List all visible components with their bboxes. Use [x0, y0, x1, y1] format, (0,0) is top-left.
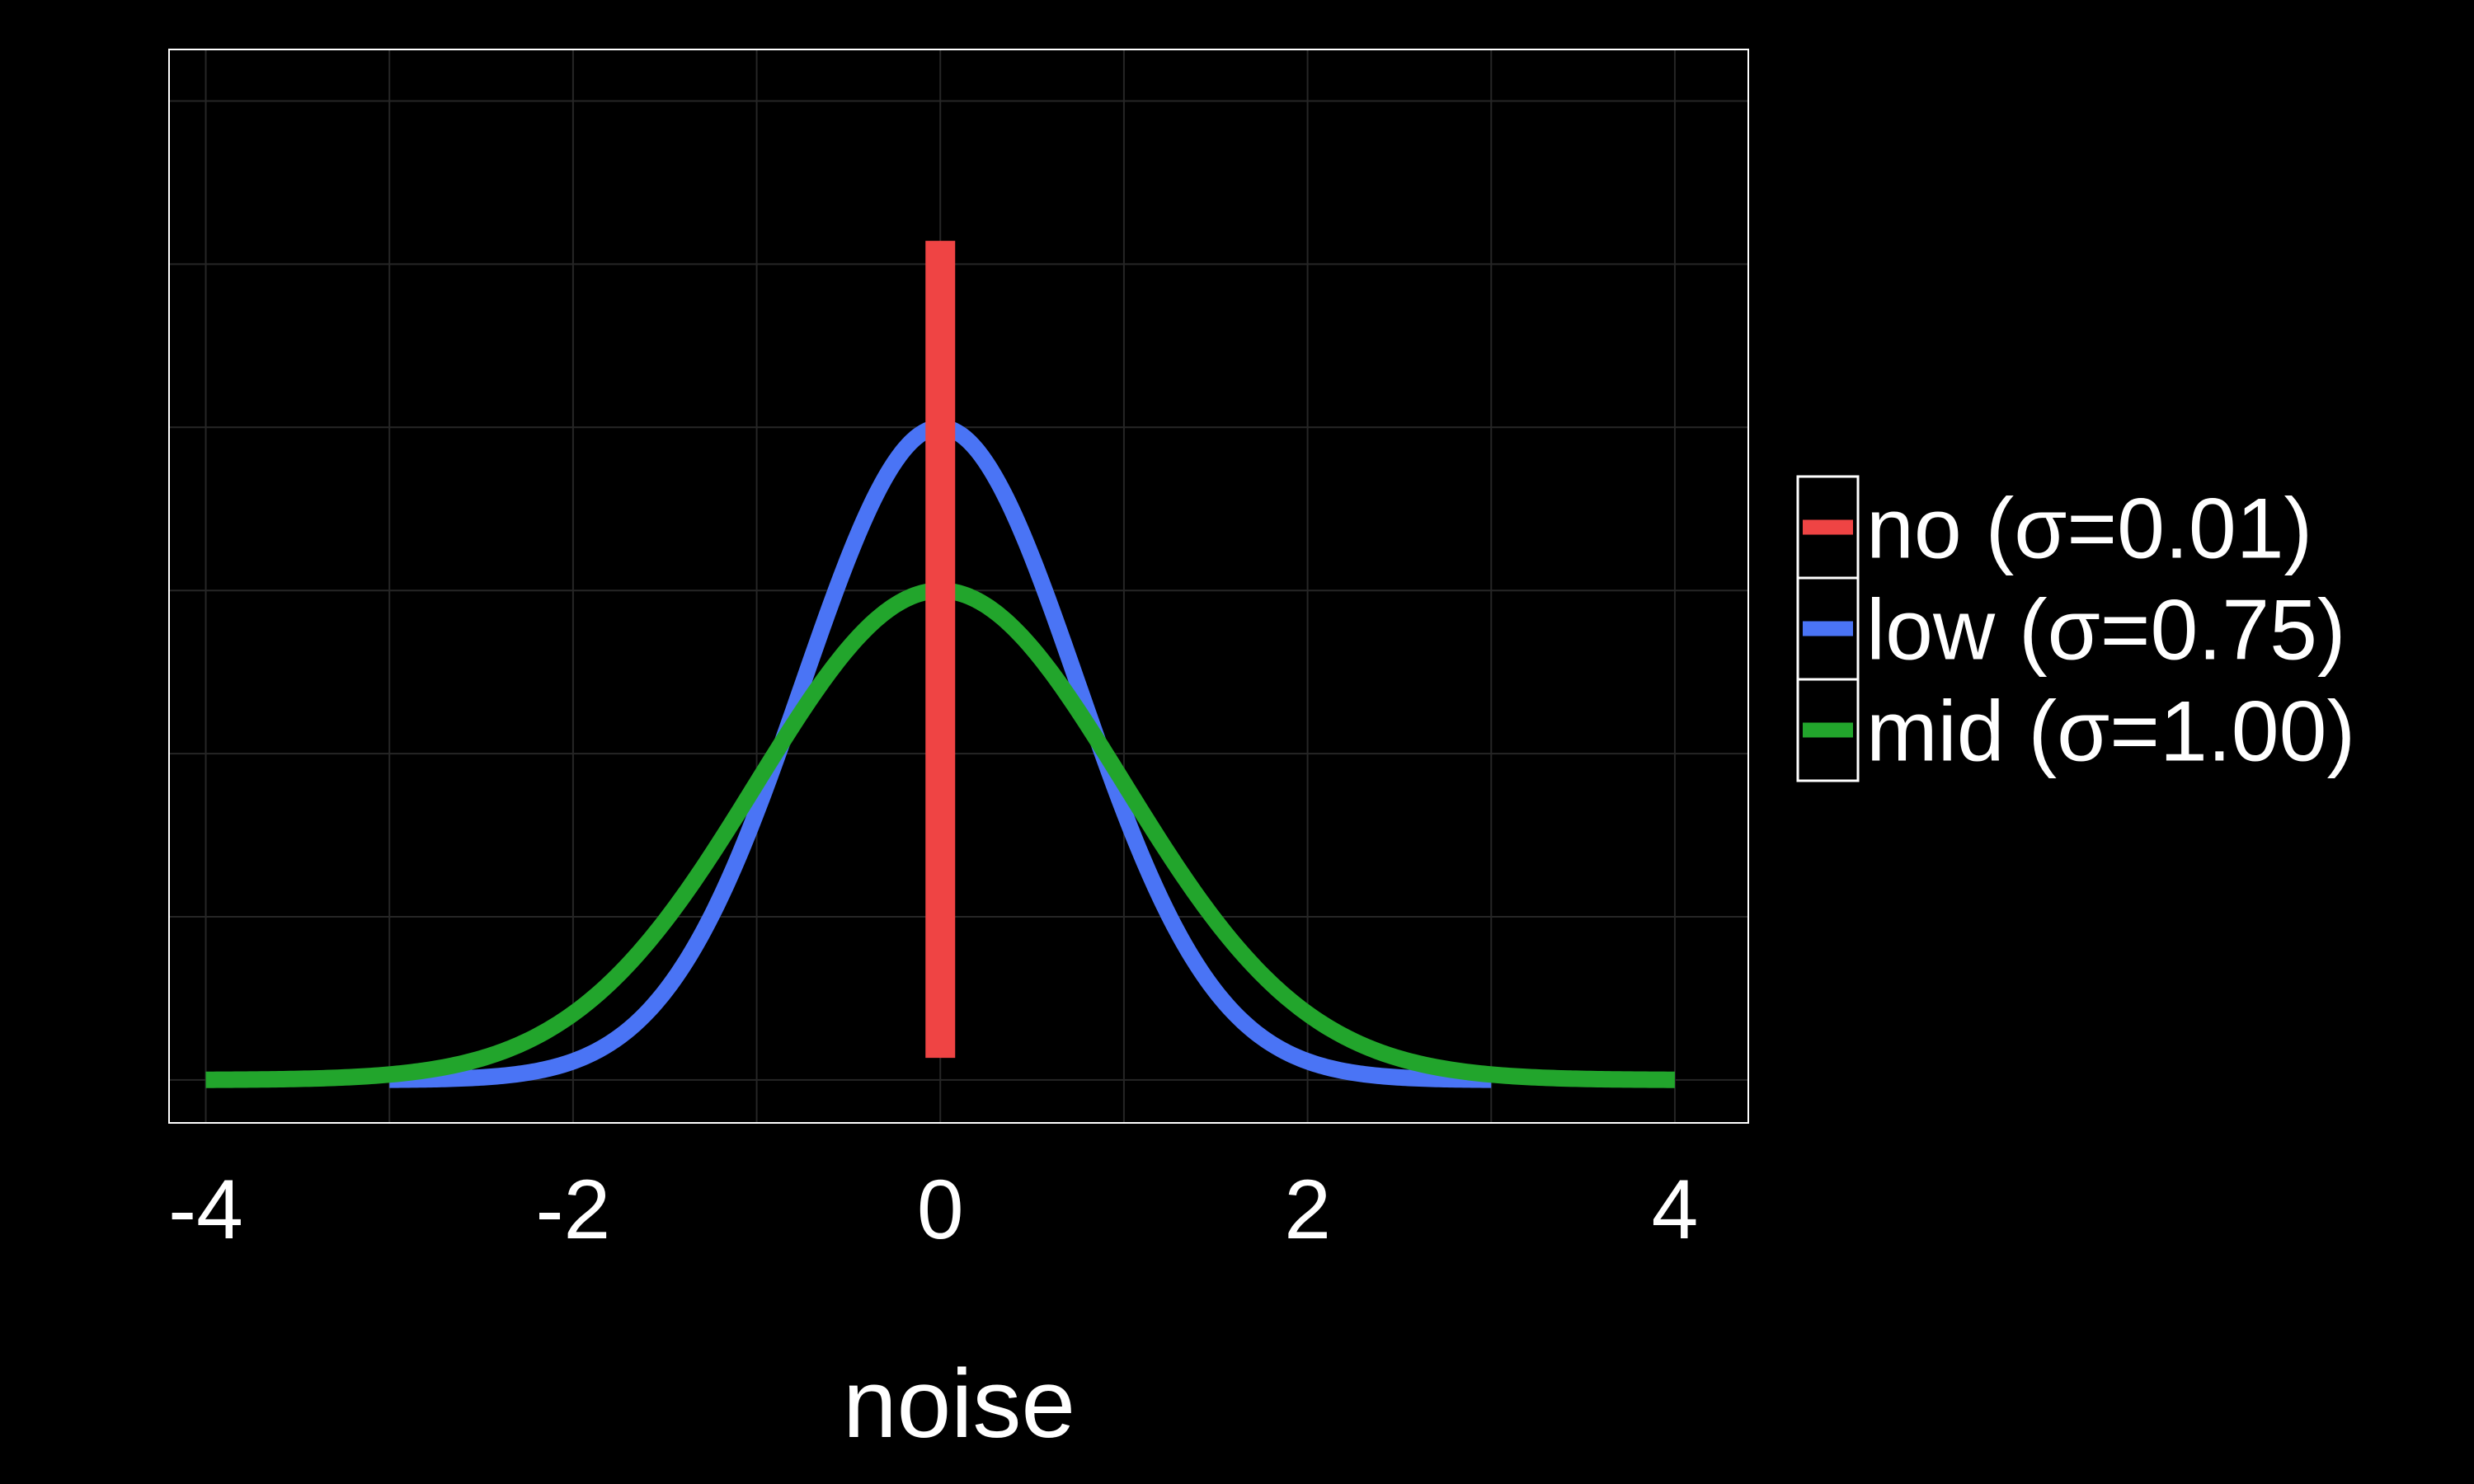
legend-label-1: low (σ=0.75) — [1866, 583, 2346, 679]
legend: no (σ=0.01)low (σ=0.75)mid (σ=1.00) — [1796, 475, 2355, 782]
x-tick-label-3: 2 — [1284, 1162, 1331, 1256]
legend-label-2: mid (σ=1.00) — [1866, 684, 2355, 780]
x-tick-label-1: -2 — [536, 1162, 611, 1256]
x-axis-title: noise — [843, 1350, 1075, 1458]
x-tick-label-2: 0 — [917, 1162, 964, 1256]
legend-label-0: no (σ=0.01) — [1866, 481, 2312, 577]
series-layer — [200, 241, 1680, 1088]
legend-key-box-2 — [1796, 678, 1860, 782]
x-tick-label-0: -4 — [168, 1162, 243, 1256]
x-axis-tick-labels: -4 -2 0 2 4 — [168, 1162, 1698, 1256]
plot-frame — [168, 49, 1749, 1124]
x-tick-label-4: 4 — [1652, 1162, 1699, 1256]
